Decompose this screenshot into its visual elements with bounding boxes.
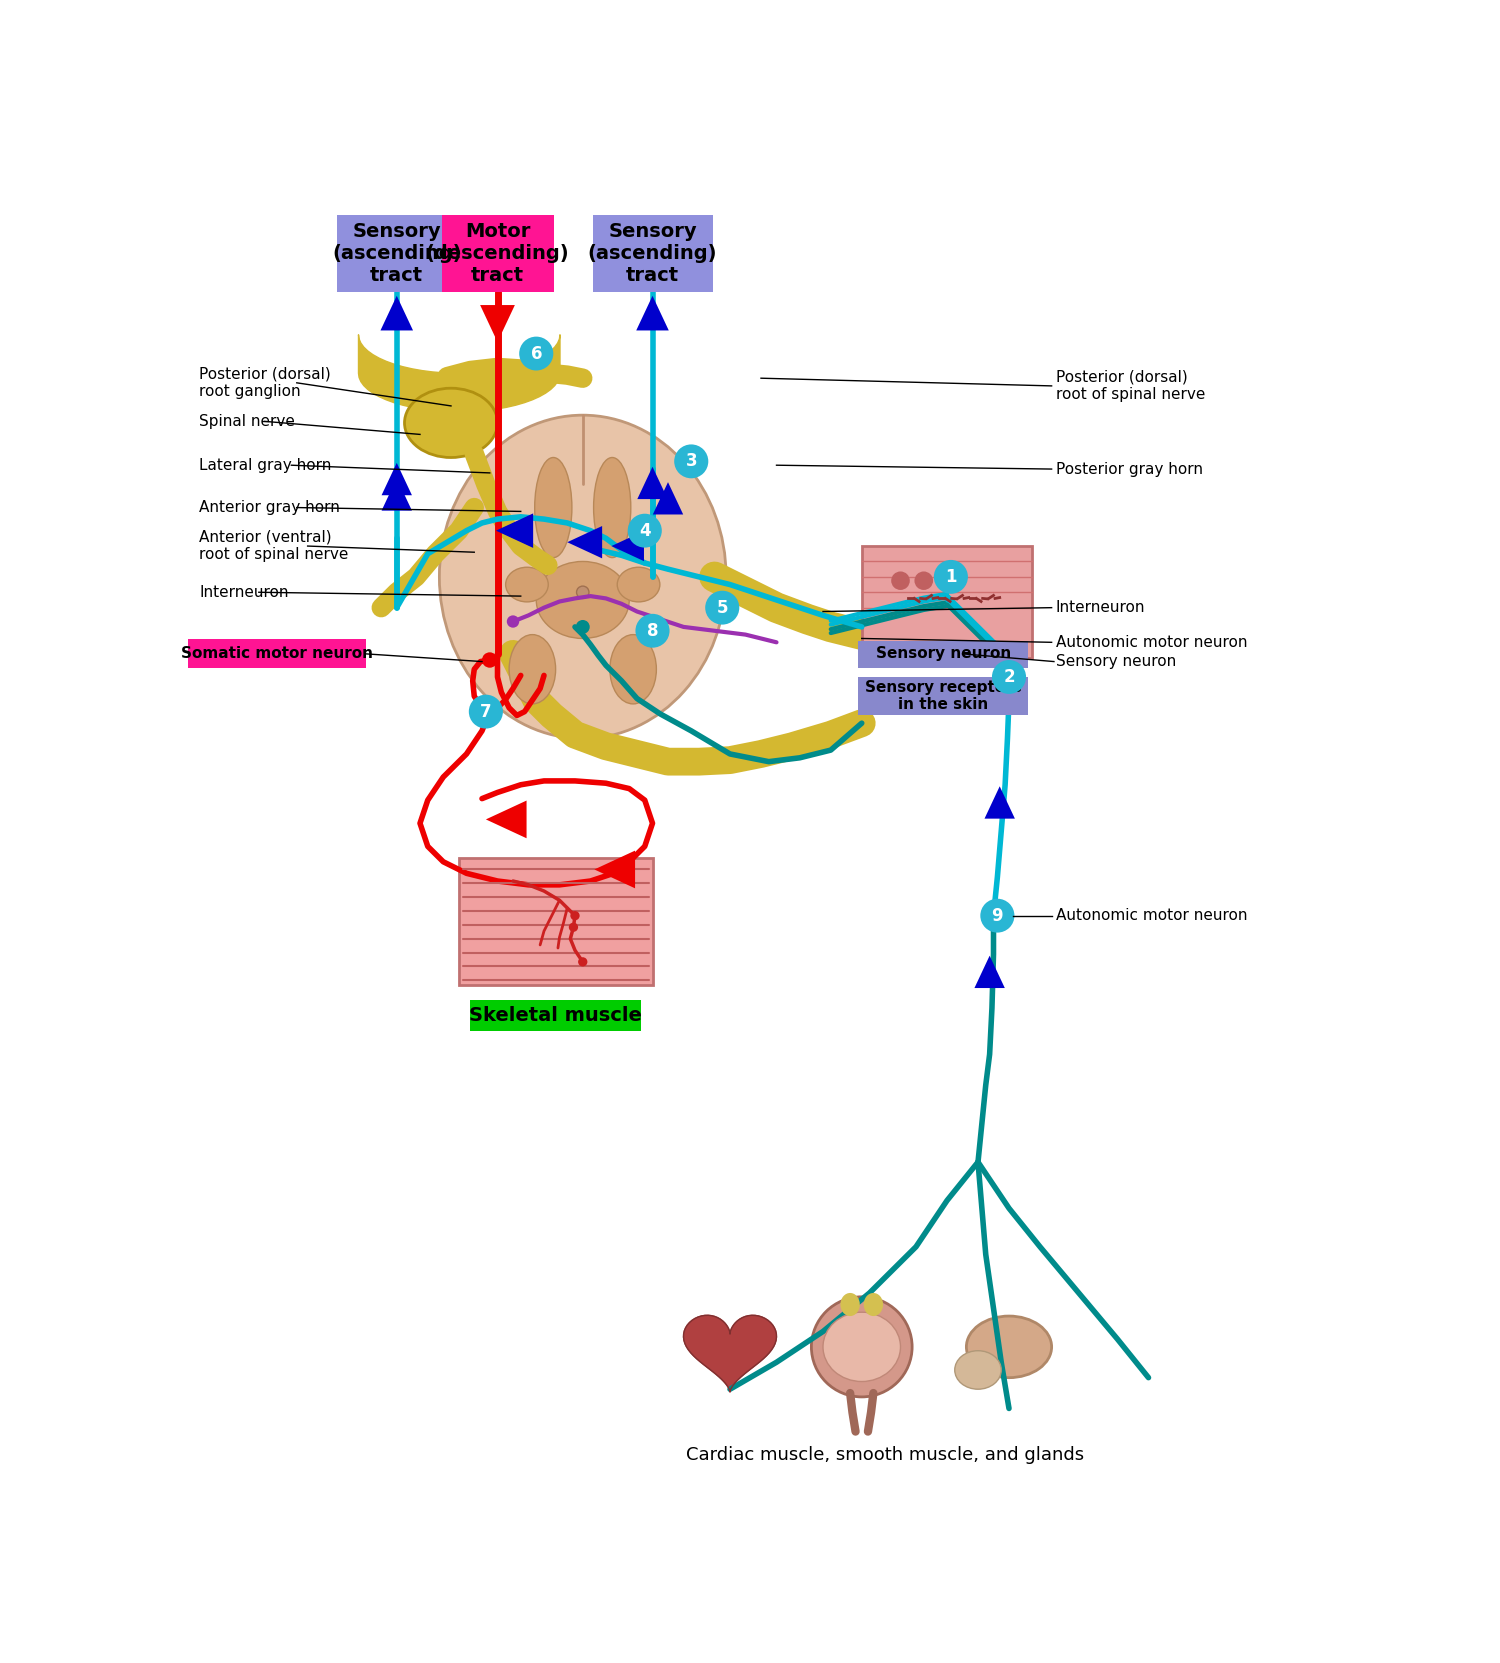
Ellipse shape (405, 387, 498, 457)
Polygon shape (984, 787, 1016, 818)
Ellipse shape (610, 635, 657, 703)
Polygon shape (381, 296, 412, 331)
Polygon shape (496, 514, 532, 547)
Bar (471, 1001, 640, 1031)
Text: 6: 6 (531, 344, 542, 363)
Polygon shape (486, 800, 526, 838)
Text: 3: 3 (686, 452, 698, 471)
Circle shape (482, 652, 498, 669)
Bar (338, 215, 458, 293)
Text: Interneuron: Interneuron (200, 585, 288, 600)
Circle shape (981, 898, 1014, 933)
Circle shape (578, 958, 588, 966)
Polygon shape (975, 956, 1005, 988)
Text: Somatic motor neuron: Somatic motor neuron (180, 647, 372, 662)
Ellipse shape (840, 1292, 860, 1315)
Bar (858, 677, 1029, 715)
Text: 1: 1 (945, 567, 957, 585)
Text: 9: 9 (992, 906, 1004, 925)
Text: Sensory
(ascending)
tract: Sensory (ascending) tract (332, 221, 462, 284)
Text: Posterior (dorsal)
root of spinal nerve: Posterior (dorsal) root of spinal nerve (1056, 369, 1205, 402)
Ellipse shape (440, 416, 726, 738)
Circle shape (945, 572, 964, 590)
Circle shape (992, 660, 1026, 693)
Circle shape (674, 444, 708, 479)
Polygon shape (381, 462, 412, 496)
Text: Cardiac muscle, smooth muscle, and glands: Cardiac muscle, smooth muscle, and gland… (686, 1445, 1084, 1463)
Text: Sensory neuron: Sensory neuron (876, 647, 1011, 662)
Text: Sensory neuron: Sensory neuron (1056, 654, 1176, 669)
Circle shape (576, 585, 590, 599)
Circle shape (470, 695, 502, 728)
Text: Lateral gray horn: Lateral gray horn (200, 457, 332, 472)
Circle shape (627, 514, 662, 547)
Polygon shape (480, 304, 514, 343)
Bar (861, 545, 1032, 657)
Bar (858, 640, 1029, 669)
Text: 8: 8 (646, 622, 658, 640)
Bar (459, 858, 652, 984)
Polygon shape (684, 1315, 777, 1392)
Bar (188, 639, 366, 669)
Circle shape (519, 336, 554, 371)
Text: 4: 4 (639, 522, 651, 540)
Polygon shape (594, 850, 634, 888)
Text: Anterior (ventral)
root of spinal nerve: Anterior (ventral) root of spinal nerve (200, 530, 348, 562)
Circle shape (705, 590, 740, 625)
Text: Posterior gray horn: Posterior gray horn (1056, 462, 1203, 477)
Circle shape (568, 923, 578, 931)
Polygon shape (567, 526, 602, 559)
Polygon shape (612, 530, 644, 560)
Circle shape (636, 614, 669, 647)
Ellipse shape (966, 1315, 1052, 1377)
Text: Sensory receptors
in the skin: Sensory receptors in the skin (864, 680, 1022, 712)
Text: 5: 5 (717, 599, 728, 617)
Bar (441, 215, 554, 293)
Text: 7: 7 (480, 702, 492, 720)
Ellipse shape (506, 567, 549, 602)
Text: Skeletal muscle: Skeletal muscle (470, 1006, 642, 1026)
Circle shape (507, 615, 519, 627)
Circle shape (576, 620, 590, 634)
Text: Interneuron: Interneuron (1056, 600, 1144, 615)
Polygon shape (638, 467, 668, 499)
Polygon shape (652, 482, 682, 514)
Circle shape (891, 572, 910, 590)
Ellipse shape (509, 635, 555, 703)
Polygon shape (381, 479, 412, 511)
Circle shape (915, 572, 933, 590)
Text: Autonomic motor neuron: Autonomic motor neuron (1056, 635, 1246, 650)
Text: Autonomic motor neuron: Autonomic motor neuron (1056, 908, 1246, 923)
Ellipse shape (824, 1312, 900, 1382)
Bar (592, 215, 712, 293)
Ellipse shape (537, 562, 630, 639)
Text: Motor
(descending)
tract: Motor (descending) tract (426, 221, 570, 284)
Text: Anterior gray horn: Anterior gray horn (200, 501, 340, 516)
Text: Spinal nerve: Spinal nerve (200, 414, 296, 429)
Circle shape (934, 560, 968, 594)
Ellipse shape (616, 567, 660, 602)
Polygon shape (498, 514, 532, 547)
Ellipse shape (954, 1350, 1002, 1389)
Text: Sensory
(ascending)
tract: Sensory (ascending) tract (588, 221, 717, 284)
Polygon shape (636, 296, 669, 331)
Text: Posterior (dorsal)
root ganglion: Posterior (dorsal) root ganglion (200, 366, 332, 399)
Ellipse shape (812, 1297, 912, 1397)
Ellipse shape (864, 1292, 883, 1315)
Text: 2: 2 (1004, 669, 1016, 685)
Ellipse shape (534, 457, 572, 557)
Circle shape (570, 911, 579, 920)
Ellipse shape (594, 457, 632, 557)
